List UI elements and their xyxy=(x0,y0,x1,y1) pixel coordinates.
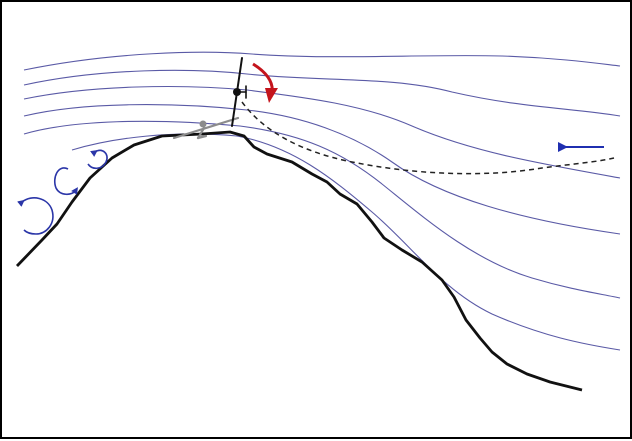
streamline-3 xyxy=(23,85,621,179)
streamlines xyxy=(23,51,621,351)
eddy-icon xyxy=(87,149,108,170)
helicopter-icon xyxy=(231,57,247,127)
mountain-ridge xyxy=(15,130,583,392)
glider-icon xyxy=(172,116,240,140)
streamline-4 xyxy=(23,104,621,235)
streamline-5 xyxy=(23,120,621,299)
eddies xyxy=(17,149,108,235)
eddy-icon xyxy=(17,197,54,235)
streamline-6 xyxy=(71,133,621,351)
flight-path xyxy=(241,101,615,175)
eddy-icon xyxy=(53,167,78,196)
streamline-1 xyxy=(23,51,621,71)
rotation-arrow-icon xyxy=(252,62,278,103)
streamline-2 xyxy=(23,69,621,117)
